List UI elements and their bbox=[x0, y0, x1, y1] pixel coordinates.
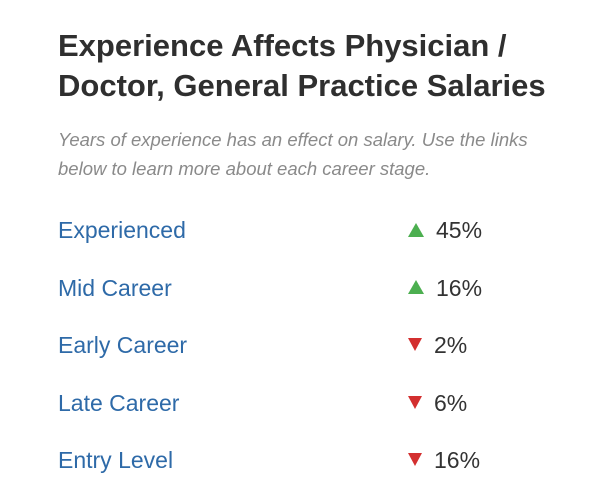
card-subtitle-line-2: below to learn more about each career st… bbox=[58, 158, 431, 179]
salary-change-value: 6% bbox=[434, 389, 468, 416]
career-stage-link-late-career[interactable]: Late Career bbox=[58, 389, 180, 416]
salary-change-value: 16% bbox=[434, 447, 481, 473]
card-subtitle: Years of experience has an effect on sal… bbox=[58, 125, 562, 183]
career-stage-row-early-career: Early Career 2% bbox=[58, 330, 562, 388]
up-triangle-icon bbox=[408, 222, 424, 237]
career-stage-row-entry-level: Entry Level 16% bbox=[58, 445, 562, 501]
card-title-line-1: Experience Affects Physician / bbox=[58, 28, 507, 63]
salary-change-late-career: 6% bbox=[408, 388, 467, 418]
salary-change-entry-level: 16% bbox=[408, 445, 480, 475]
salary-change-value: 2% bbox=[434, 332, 468, 358]
career-stage-row-late-career: Late Career 6% bbox=[58, 388, 562, 446]
career-stage-link-mid-career[interactable]: Mid Career bbox=[58, 274, 172, 301]
salary-change-value: 45% bbox=[436, 217, 483, 243]
career-stage-link-early-career[interactable]: Early Career bbox=[58, 332, 188, 358]
career-stage-list: Experienced 45% Mid Career 16% Early Car… bbox=[58, 215, 562, 501]
card-subtitle-line-1: Years of experience has an effect on sal… bbox=[58, 129, 528, 150]
career-stage-row-mid-career: Mid Career 16% bbox=[58, 273, 562, 331]
salary-change-value: 16% bbox=[436, 274, 483, 301]
career-stage-link-experienced[interactable]: Experienced bbox=[58, 217, 186, 243]
down-triangle-icon bbox=[408, 338, 422, 352]
career-stage-row-experienced: Experienced 45% bbox=[58, 215, 562, 273]
up-triangle-icon bbox=[408, 280, 424, 295]
card-title: Experience Affects Physician / Doctor, G… bbox=[58, 26, 562, 106]
salary-change-mid-career: 16% bbox=[408, 273, 482, 303]
card-title-line-2: Doctor, General Practice Salaries bbox=[58, 68, 546, 103]
down-triangle-icon bbox=[408, 395, 422, 409]
salary-change-early-career: 2% bbox=[408, 330, 467, 360]
career-stage-link-entry-level[interactable]: Entry Level bbox=[58, 447, 174, 473]
salary-change-experienced: 45% bbox=[408, 215, 482, 245]
down-triangle-icon bbox=[408, 453, 422, 467]
